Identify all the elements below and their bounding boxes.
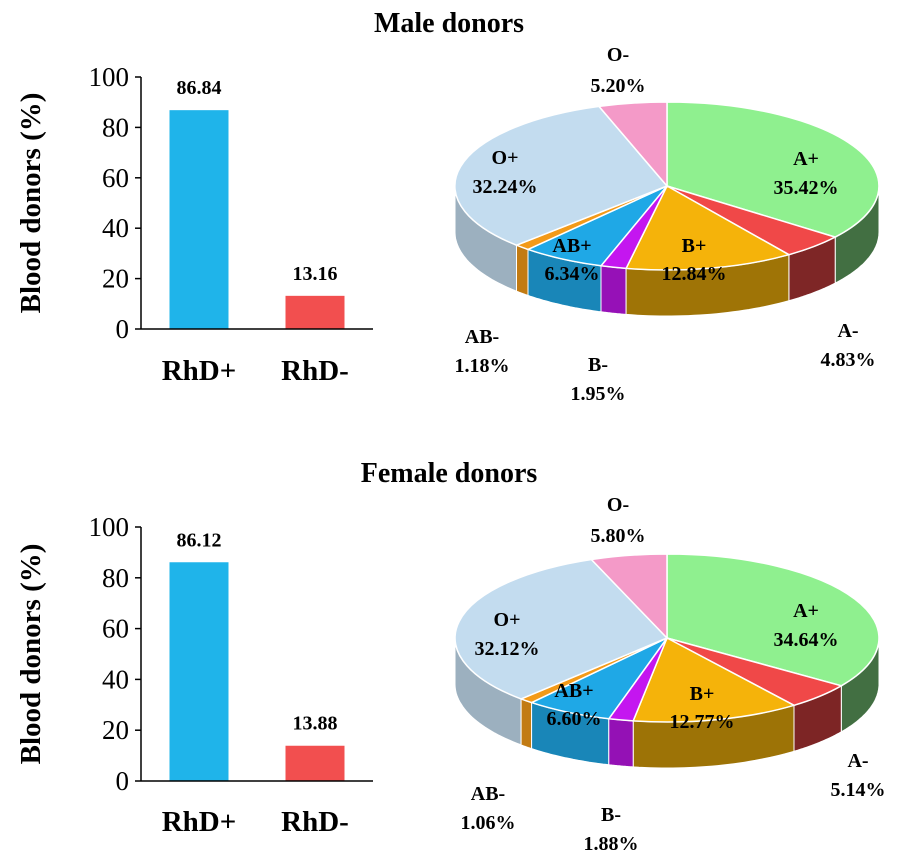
pie-slice [624, 184, 791, 271]
pie-slice [597, 101, 668, 189]
pie-slice-name: AB+ [552, 235, 591, 257]
pie-slice-value: 5.20% [591, 75, 646, 97]
pie-slice-value: 12.84% [662, 263, 727, 285]
pie-slice-value: 5.14% [831, 779, 886, 801]
pie-slice-value: 35.42% [774, 177, 839, 199]
chart-title: Male donors [374, 8, 524, 39]
y-tick-label: 0 [116, 766, 130, 796]
bar-value-label: 86.12 [177, 529, 222, 551]
y-tick-label: 40 [102, 213, 129, 243]
chart-title: Female donors [361, 458, 538, 489]
pie-slice [666, 101, 880, 238]
y-tick-label: 40 [102, 664, 129, 694]
pie-slice-value: 1.88% [584, 833, 639, 855]
y-axis-label: Blood donors (%) [15, 544, 47, 765]
pie-slice-value: 34.64% [774, 629, 839, 651]
pie-slice-value: 1.95% [571, 383, 626, 405]
x-tick-label: RhD- [281, 806, 349, 838]
y-tick-label: 20 [102, 715, 129, 745]
pie-slice-name: O- [607, 44, 629, 66]
pie-slice-name: O- [607, 494, 629, 516]
bar-value-label: 13.16 [293, 263, 338, 285]
pie-slice-value: 1.06% [461, 812, 516, 834]
pie-slice-name: AB- [471, 783, 505, 805]
pie-slice-name: A+ [793, 600, 819, 622]
pie-slice-value: 6.34% [545, 263, 600, 285]
pie-slice-name: B- [588, 354, 608, 376]
pie-slice-value: 4.83% [821, 349, 876, 371]
pie-slice-value: 12.77% [670, 711, 735, 733]
pie-slice-name: O+ [494, 609, 521, 631]
pie-slice-name: A- [847, 750, 868, 772]
pie-slice-name: AB- [465, 326, 499, 348]
x-tick-label: RhD- [281, 355, 349, 387]
pie-slice-value: 5.80% [591, 525, 646, 547]
bar [169, 110, 229, 329]
pie-slice-value: 32.12% [475, 638, 540, 660]
bar-chart: Blood donors (%) 0 20 40 60 80 100 86.12 RhD+ 13.… [15, 512, 373, 838]
pie-slice [454, 558, 669, 700]
pie-slice-value: 32.24% [473, 176, 538, 198]
pie-slice-side [600, 265, 627, 315]
pie-chart: A+ 35.42% A- 4.83% B+ 12.84% B- 1.95% AB+ 6.34% AB… [454, 44, 880, 405]
pie-slice-value: 1.18% [455, 355, 510, 377]
y-tick-label: 80 [102, 112, 129, 142]
pie-slice [454, 105, 669, 247]
pie-slice-name: A- [837, 320, 858, 342]
bar-value-label: 13.88 [293, 713, 338, 735]
pie-slice-name: AB+ [554, 680, 593, 702]
pie-slice-name: O+ [492, 147, 519, 169]
bar [285, 745, 345, 781]
y-tick-label: 60 [102, 614, 129, 644]
y-tick-label: 20 [102, 264, 129, 294]
pie-slice-side [516, 244, 529, 297]
y-axis-label: Blood donors (%) [15, 93, 47, 314]
y-tick-label: 100 [89, 62, 130, 92]
y-tick-label: 80 [102, 563, 129, 593]
pie-slice [632, 636, 796, 723]
bar-chart: Blood donors (%) 0 20 40 60 80 100 86.84 RhD+ 13.… [15, 62, 373, 387]
x-tick-label: RhD+ [162, 806, 237, 838]
pie-slice-name: B- [601, 804, 621, 826]
bar [285, 295, 345, 329]
pie-slice-name: A+ [793, 148, 819, 170]
y-tick-label: 100 [89, 512, 130, 542]
bar [169, 562, 229, 781]
pie-chart: A+ 34.64% A- 5.14% B+ 12.77% B- 1.88% AB+ 6.60% AB… [454, 494, 886, 855]
y-tick-label: 0 [116, 314, 130, 344]
pie-slice-name: B+ [690, 683, 715, 705]
pie-slice-value: 6.60% [547, 708, 602, 730]
pie-slice [589, 553, 668, 640]
pie-slice-side [608, 718, 634, 768]
x-tick-label: RhD+ [162, 355, 237, 387]
pie-slice-name: B+ [682, 235, 707, 257]
y-tick-label: 60 [102, 163, 129, 193]
pie-slice [666, 553, 880, 687]
pie-slice-side [520, 697, 533, 750]
bar-value-label: 86.84 [177, 77, 222, 99]
